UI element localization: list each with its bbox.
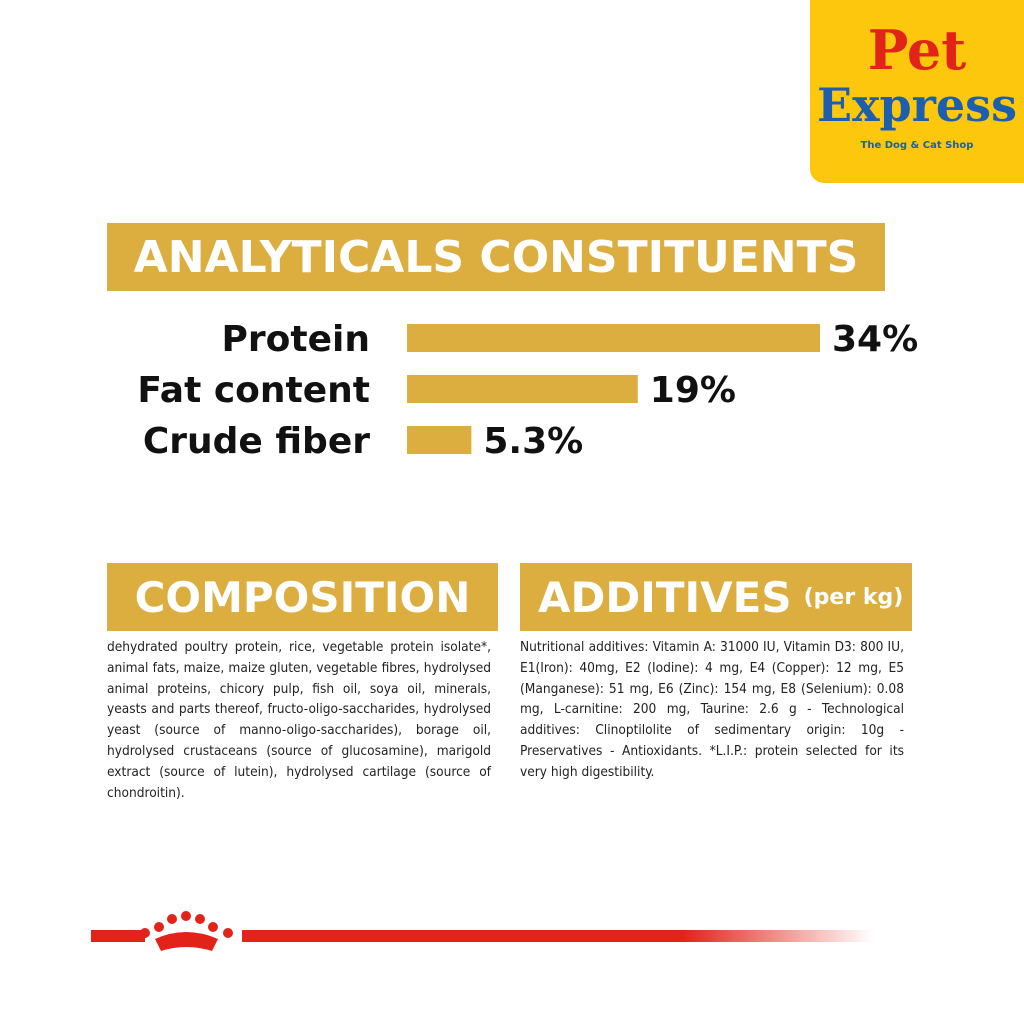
category-label: Crude fiber — [143, 421, 370, 462]
logo: Pet Express The Dog & Cat Shop — [810, 0, 1024, 183]
logo-brand: Express — [817, 78, 1017, 132]
crown-logo — [140, 911, 233, 951]
logo-brand: Pet — [867, 18, 967, 82]
bar — [407, 426, 472, 454]
additives-text: Nutritional additives: Vitamin A: 31000 … — [520, 639, 904, 780]
value-label: 34% — [832, 319, 918, 360]
footer-brand — [91, 911, 872, 951]
value-label: 19% — [650, 370, 736, 411]
section-title: COMPOSITION — [107, 563, 498, 631]
composition-text: dehydrated poultry protein, rice, vegeta… — [107, 639, 491, 801]
divider — [91, 930, 145, 942]
value-label: 5.3% — [483, 421, 583, 462]
section-title: ADDITIVES — [538, 572, 792, 622]
category-label: Protein — [222, 319, 370, 360]
section-title: ANALYTICALS CONSTITUENTS — [107, 223, 885, 291]
bar — [407, 324, 820, 352]
chart: Protein 34% Fat content 19% Crude fiber 5.3% — [137, 319, 918, 462]
logo-tagline: The Dog & Cat Shop — [860, 140, 974, 151]
category-label: Fat content — [137, 370, 370, 411]
section-subtitle: (per kg) — [803, 584, 904, 610]
section-header: ADDITIVES (per kg) — [520, 563, 912, 631]
divider — [242, 930, 872, 942]
bar — [407, 375, 638, 403]
